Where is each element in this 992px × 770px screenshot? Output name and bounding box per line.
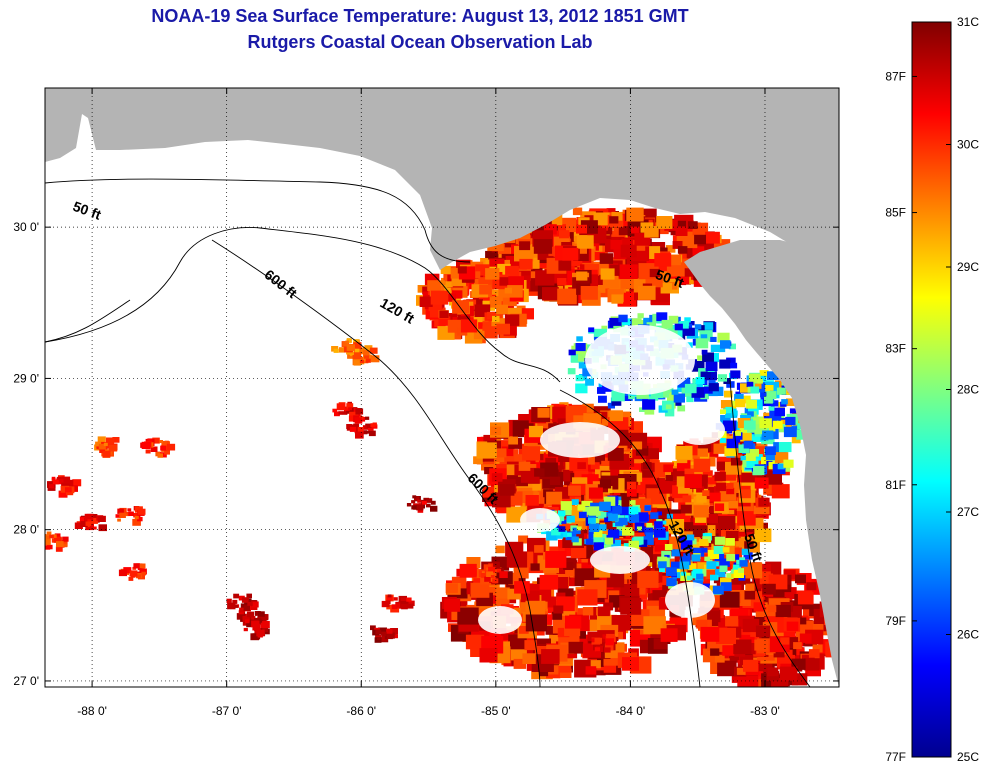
isobath-line-4 [559, 389, 701, 687]
isobath-line-1 [45, 227, 561, 383]
plot-frame [44, 87, 840, 688]
colorbar-c-label: 27C [957, 505, 979, 519]
isobath-line-5 [729, 379, 811, 687]
colorbar-ticks: 31C 30C 29C 28C 27C 26C 25C 87F 85F 83F 81F 79F 77F [885, 15, 979, 764]
isobath-line-0 [45, 178, 471, 263]
colorbar-f-label: 77F [885, 750, 906, 764]
colorbar-c-label: 26C [957, 628, 979, 642]
colorbar-c-label: 31C [957, 15, 979, 29]
colorbar-c-label: 30C [957, 138, 979, 152]
lat-tick-label: 29 0' [13, 371, 39, 385]
isobath-line-3 [211, 239, 541, 687]
land-mass-north [45, 88, 839, 270]
lon-tick-label: -86 0' [346, 704, 376, 718]
isobath-line-2 [45, 299, 131, 343]
colorbar-f-label: 81F [885, 478, 906, 492]
colorbar-f-label: 79F [885, 614, 906, 628]
lon-tick-label: -85 0' [481, 704, 511, 718]
lat-tick-label: 28 0' [13, 523, 39, 537]
map-subtitle: Rutgers Coastal Ocean Observation Lab [247, 32, 593, 52]
lon-tick-label: -88 0' [77, 704, 107, 718]
lon-tick-label: -84 0' [616, 704, 646, 718]
map-axes: -88 0' -87 0' -86 0' -85 0' -84 0' -83 0' 30 0… [13, 88, 839, 718]
lat-tick-label: 30 0' [13, 220, 39, 234]
colorbar-f-label: 83F [885, 342, 906, 356]
colorbar-c-label: 25C [957, 750, 979, 764]
colorbar [911, 21, 952, 758]
isobath-contours [45, 178, 811, 687]
colorbar-c-label: 28C [957, 383, 979, 397]
lon-tick-label: -83 0' [750, 704, 780, 718]
colorbar-f-label: 85F [885, 206, 906, 220]
colorbar-c-label: 29C [957, 260, 979, 274]
lon-tick-label: -87 0' [212, 704, 242, 718]
lat-tick-label: 27 0' [13, 674, 39, 688]
colorbar-f-label: 87F [885, 69, 906, 83]
land-mass-peninsula [684, 240, 839, 687]
map-title: NOAA-19 Sea Surface Temperature: August … [151, 6, 689, 26]
lat-lon-grid [45, 88, 839, 687]
